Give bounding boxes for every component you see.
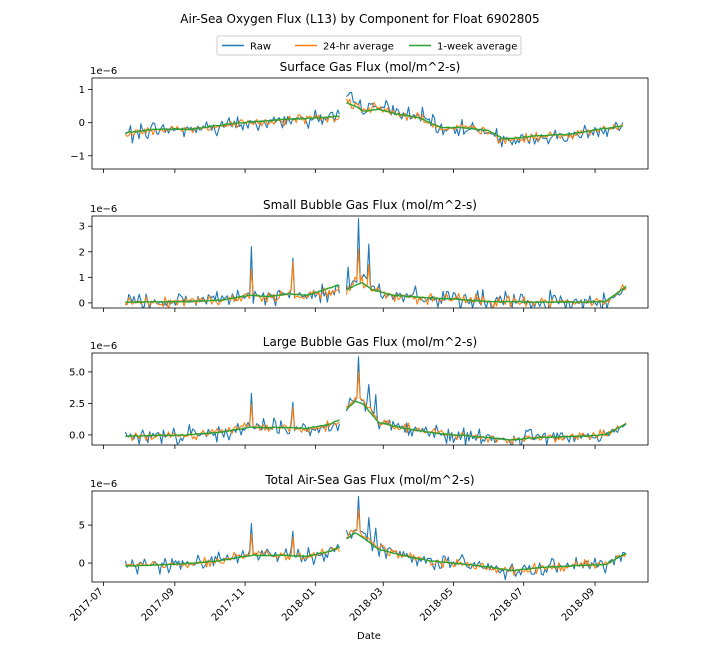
plot-frame [91, 490, 649, 583]
subplot-3: Large Bubble Gas Flux (mol/m^2-s) 1e−6 5.0… [69, 335, 649, 449]
subplot-1: Surface Gas Flux (mol/m^2-s) 1e−6 1 0 −1 [70, 60, 649, 173]
series-line-1week [125, 282, 627, 304]
y-tick-label: 0 [79, 298, 85, 309]
plot-frame [91, 215, 649, 309]
y-offset-label: 1e−6 [90, 479, 117, 490]
legend: Raw 24-hr average 1-week average [216, 35, 522, 56]
y-tick-label: 0 [79, 559, 85, 570]
subplot-lines [124, 356, 627, 445]
legend-label-24hr: 24-hr average [323, 42, 394, 53]
y-tick-label: 5.0 [69, 367, 85, 378]
plot-frame [91, 77, 649, 170]
subplot-title: Total Air-Sea Gas Flux (mol/m^2-s) [264, 473, 474, 487]
legend-label-1week: 1-week average [437, 42, 517, 53]
series-line-1week [125, 102, 623, 140]
series-line-1week [125, 532, 627, 572]
y-offset-label: 1e−6 [90, 204, 117, 215]
legend-entry-1week: 1-week average [409, 42, 517, 53]
subplot-title: Small Bubble Gas Flux (mol/m^2-s) [263, 198, 477, 212]
y-tick-label: 2.5 [69, 399, 85, 410]
y-tick-label: 0 [79, 118, 85, 129]
legend-entry-24hr: 24-hr average [295, 42, 394, 53]
y-tick-label: 3 [79, 222, 85, 233]
y-tick-label: 2 [79, 247, 85, 258]
subplot-lines [124, 495, 627, 581]
y-tick-label: 5 [79, 521, 85, 532]
x-axis-label: Date [357, 631, 381, 642]
y-tick-label: 1 [79, 85, 85, 96]
y-tick-label: −1 [70, 151, 85, 162]
legend-entry-raw: Raw [222, 42, 271, 53]
y-tick-label: 1 [79, 273, 85, 284]
y-tick-label: 0.0 [69, 430, 85, 441]
series-line-1week [125, 400, 627, 441]
subplot-lines [124, 91, 624, 148]
y-offset-label: 1e−6 [90, 66, 117, 77]
y-offset-label: 1e−6 [90, 341, 117, 352]
subplot-title: Surface Gas Flux (mol/m^2-s) [280, 60, 461, 74]
legend-frame [216, 35, 522, 56]
subplot-title: Large Bubble Gas Flux (mol/m^2-s) [263, 335, 477, 349]
figure-title: Air-Sea Oxygen Flux (L13) by Component f… [180, 12, 539, 26]
legend-label-raw: Raw [250, 42, 271, 53]
plot-frame [91, 352, 649, 446]
subplot-2: Small Bubble Gas Flux (mol/m^2-s) 1e−6 3 2 1… [79, 198, 649, 312]
